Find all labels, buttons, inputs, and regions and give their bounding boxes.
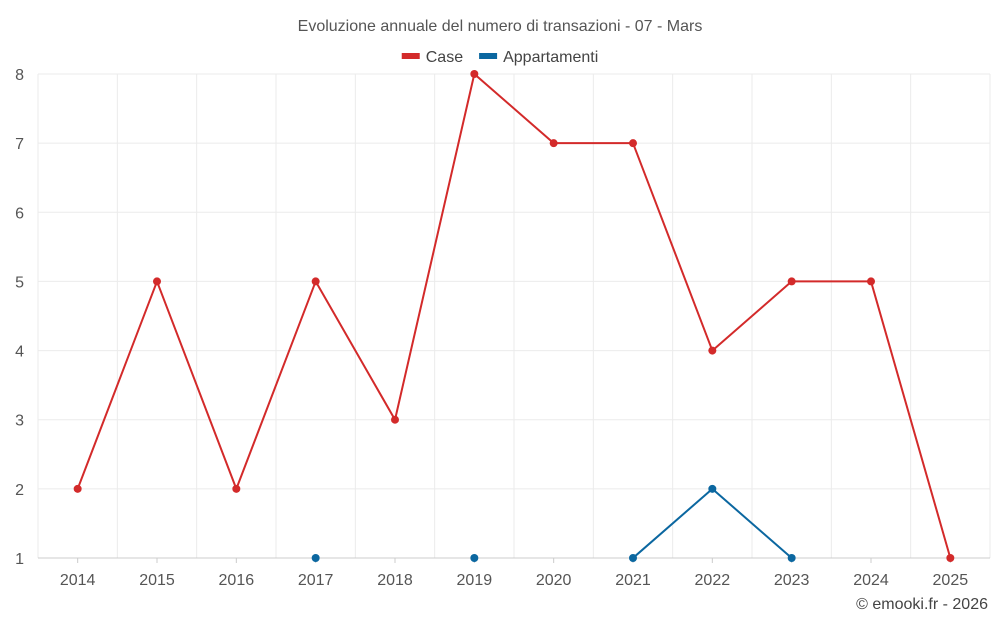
x-tick-label: 2014 bbox=[60, 572, 96, 589]
y-tick-label: 2 bbox=[15, 482, 24, 499]
credit-text: © emooki.fr - 2026 bbox=[856, 596, 988, 613]
data-point[interactable] bbox=[629, 139, 637, 148]
axes: 1 2 3 4 5 6 7 8 2014 2015 2016 2017 2018 2019 2020 2021… bbox=[15, 67, 990, 589]
data-point[interactable] bbox=[867, 277, 875, 286]
data-point[interactable] bbox=[787, 277, 796, 286]
data-point[interactable] bbox=[153, 277, 161, 286]
series-line bbox=[632, 487, 793, 559]
y-tick-label: 4 bbox=[15, 344, 24, 361]
legend-item-0[interactable]: Case bbox=[401, 49, 463, 66]
data-point[interactable] bbox=[311, 554, 320, 562]
y-tick-label: 5 bbox=[15, 274, 24, 291]
legend-item-1[interactable]: Appartamenti bbox=[479, 49, 598, 66]
y-tick-label: 1 bbox=[15, 551, 24, 568]
data-point[interactable] bbox=[73, 484, 82, 493]
data-point[interactable] bbox=[629, 554, 637, 562]
x-tick-label: 2021 bbox=[615, 572, 651, 589]
x-tick-label: 2016 bbox=[219, 572, 255, 589]
series-line bbox=[76, 73, 952, 559]
data-point[interactable] bbox=[391, 415, 399, 424]
series-1 bbox=[311, 484, 796, 562]
data-point[interactable] bbox=[232, 484, 241, 493]
y-tick-label: 7 bbox=[15, 136, 24, 153]
data-point[interactable] bbox=[470, 70, 479, 78]
chart-title: Evoluzione annuale del numero di transaz… bbox=[298, 18, 703, 35]
legend: Case Appartamenti bbox=[401, 49, 598, 66]
legend-label: Appartamenti bbox=[503, 49, 598, 66]
x-tick-label: 2023 bbox=[774, 572, 810, 589]
x-tick-label: 2017 bbox=[298, 572, 334, 589]
y-tick-label: 3 bbox=[15, 413, 24, 430]
data-point[interactable] bbox=[549, 139, 558, 148]
grid bbox=[37, 73, 991, 558]
series-layer bbox=[73, 70, 955, 562]
data-point[interactable] bbox=[470, 554, 479, 562]
x-tick-label: 2022 bbox=[695, 572, 731, 589]
x-tick-label: 2025 bbox=[933, 572, 969, 589]
x-tick-label: 2024 bbox=[853, 572, 889, 589]
x-tick-label: 2015 bbox=[139, 572, 175, 589]
data-point[interactable] bbox=[708, 484, 717, 493]
x-tick-label: 2019 bbox=[457, 572, 493, 589]
data-point[interactable] bbox=[787, 554, 796, 562]
series-0 bbox=[73, 70, 955, 562]
legend-swatch bbox=[401, 53, 420, 59]
x-tick-label: 2020 bbox=[536, 572, 572, 589]
legend-label: Case bbox=[426, 49, 463, 66]
data-point[interactable] bbox=[311, 277, 320, 286]
legend-swatch bbox=[479, 53, 498, 59]
data-point[interactable] bbox=[946, 554, 955, 562]
y-tick-label: 8 bbox=[15, 67, 24, 84]
x-tick-label: 2018 bbox=[377, 572, 413, 589]
y-tick-label: 6 bbox=[15, 205, 24, 222]
data-point[interactable] bbox=[708, 346, 717, 355]
